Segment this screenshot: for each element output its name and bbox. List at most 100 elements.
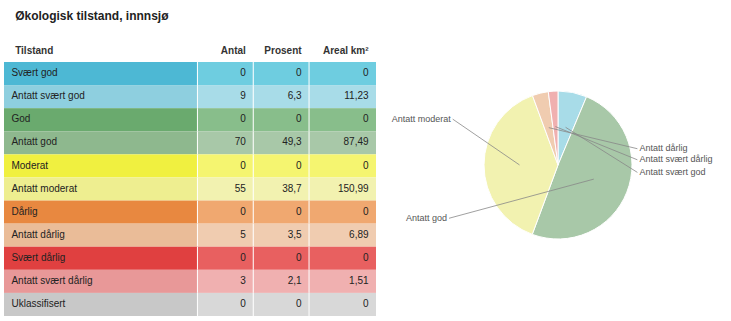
cell-value: 0: [363, 67, 369, 78]
cell-value: 0: [240, 298, 246, 309]
title: Økologisk tilstand, innnsjø: [15, 9, 169, 23]
value-cell: [253, 201, 309, 224]
cell-value: 70: [235, 136, 247, 147]
cell-divider: [309, 247, 310, 270]
cell-value: 0: [240, 113, 246, 124]
cell-divider: [197, 293, 198, 316]
cell-value: 0: [296, 113, 302, 124]
slices: [484, 91, 632, 239]
row-label: Antatt svært god: [11, 90, 84, 101]
table-row: Antatt god7049,387,49: [4, 131, 376, 154]
row-label: Antatt svært dårlig: [11, 275, 92, 286]
cell-divider: [197, 85, 198, 108]
cell-divider: [197, 108, 198, 131]
cell-value: 0: [296, 252, 302, 263]
value-cell: [253, 85, 309, 108]
value-cell: [253, 154, 309, 177]
row-label: Antatt dårlig: [11, 229, 64, 240]
table-row: Uklassifisert000: [4, 293, 376, 316]
value-cell: [309, 270, 376, 293]
cell-divider: [253, 270, 254, 293]
value-cell: [197, 224, 253, 247]
value-cell: [197, 293, 253, 316]
cell-divider: [253, 201, 254, 224]
cell-divider: [197, 62, 198, 85]
cell-divider: [197, 201, 198, 224]
cell-value: 0: [363, 206, 369, 217]
cell-divider: [309, 154, 310, 177]
cell-divider: [197, 131, 198, 154]
cell-value: 1,51: [349, 275, 369, 286]
label-cell: [4, 224, 197, 247]
label-cell: [4, 293, 197, 316]
cell-divider: [309, 201, 310, 224]
cell-value: 0: [363, 160, 369, 171]
slice-label: Antatt dårlig: [639, 143, 687, 153]
cell-divider: [309, 177, 310, 200]
slice-label: Antatt svært god: [639, 167, 705, 177]
value-cell: [253, 247, 309, 270]
cell-divider: [253, 177, 254, 200]
slice-label: Antatt moderat: [392, 113, 452, 123]
value-cell: [253, 108, 309, 131]
leader-line: [555, 127, 637, 160]
value-cell: [309, 201, 376, 224]
slice-labels: Antatt svært god Antatt god Antatt moderat…: [392, 113, 713, 222]
value-cell: [197, 108, 253, 131]
table-row: Antatt moderat5538,7150,99: [4, 177, 376, 200]
column-header: Antal: [221, 45, 246, 56]
cell-divider: [309, 108, 310, 131]
cell-divider: [253, 293, 254, 316]
label-cell: [4, 62, 197, 85]
cell-value: 0: [363, 113, 369, 124]
cell-value: 0: [296, 206, 302, 217]
row-label: Svært god: [11, 67, 57, 78]
cell-divider: [253, 85, 254, 108]
row-label: Dårlig: [11, 206, 37, 217]
label-cell: [4, 131, 197, 154]
value-cell: [253, 293, 309, 316]
cell-divider: [253, 131, 254, 154]
table-row: Moderat000: [4, 154, 376, 177]
cell-value: 3,5: [288, 229, 302, 240]
table-row: Antatt dårlig53,56,89: [4, 224, 376, 247]
cell-value: 6,3: [288, 90, 302, 101]
slice-label: Antatt god: [406, 213, 447, 223]
value-cell: [197, 154, 253, 177]
label-cell: [4, 108, 197, 131]
cell-divider: [309, 62, 310, 85]
cell-divider: [253, 62, 254, 85]
value-cell: [197, 270, 253, 293]
table-row: Dårlig 0 0 0: [4, 201, 376, 224]
cell-divider: [197, 224, 198, 247]
cell-divider: [309, 224, 310, 247]
value-cell: [309, 154, 376, 177]
cell-divider: [197, 270, 198, 293]
slice-label: Antatt svært dårlig: [639, 154, 712, 164]
column-header: Tilstand: [15, 45, 53, 56]
slice: [532, 92, 558, 165]
value-cell: [253, 177, 309, 200]
column-header: Areal km²: [323, 45, 369, 56]
label-cell: [4, 201, 197, 224]
pie: Antatt svært god Antatt god Antatt moderat…: [392, 91, 713, 239]
cell-value: 0: [240, 160, 246, 171]
value-cell: [309, 224, 376, 247]
cell-divider: [253, 108, 254, 131]
cell-value: 6,89: [349, 229, 369, 240]
table-row: Antatt svært dårlig32,11,51: [4, 270, 376, 293]
cell-divider: [309, 85, 310, 108]
value-cell: [309, 177, 376, 200]
cell-divider: [197, 154, 198, 177]
cell-value: 9: [240, 90, 246, 101]
cell-value: 0: [240, 206, 246, 217]
cell-divider: [253, 247, 254, 270]
cell-value: 38,7: [282, 183, 302, 194]
value-cell: [309, 293, 376, 316]
cell-value: 150,99: [338, 183, 369, 194]
cell-value: 0: [363, 252, 369, 263]
table: Økologisk tilstand, innnsjø Tilstand Antal…: [4, 9, 376, 316]
row-label: Antatt god: [11, 136, 57, 147]
value-cell: [197, 177, 253, 200]
row-label: God: [11, 113, 30, 124]
